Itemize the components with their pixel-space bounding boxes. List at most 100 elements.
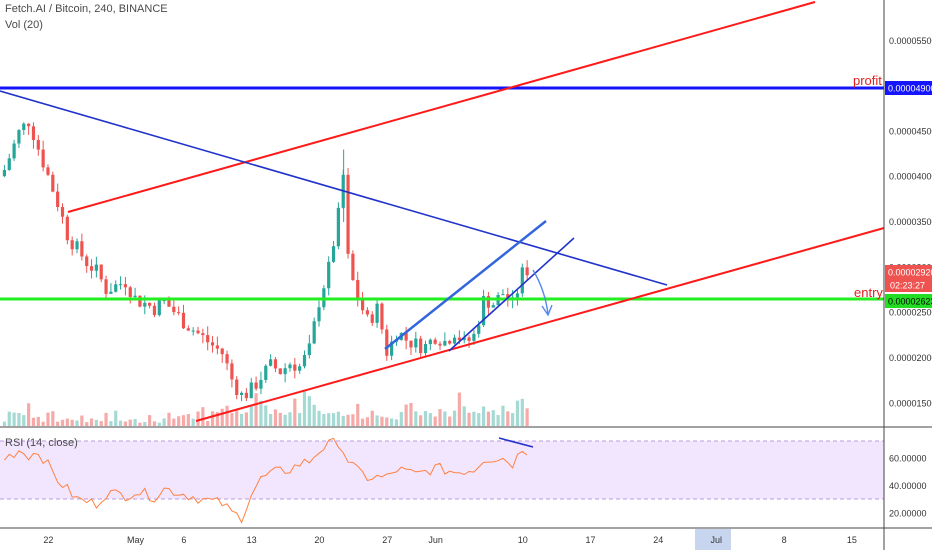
candle-body <box>293 364 297 371</box>
candle-body <box>346 174 350 254</box>
candle-body <box>264 365 268 380</box>
volume-bar <box>60 419 65 426</box>
candle-body <box>162 300 166 302</box>
lower-red-trendline[interactable] <box>195 227 885 422</box>
volume-bar <box>123 421 128 426</box>
volume-bar <box>65 418 69 426</box>
candle-body <box>390 341 394 356</box>
candle-body <box>17 129 21 144</box>
entry-price-badge <box>885 294 932 308</box>
volume-bar <box>181 415 186 426</box>
candle-body <box>491 305 495 308</box>
volume-bar <box>365 417 370 426</box>
volume-bar <box>259 400 263 426</box>
channel-lower-line[interactable] <box>448 237 575 352</box>
candle-body <box>385 329 389 356</box>
candle-body <box>477 325 481 334</box>
volume-bar <box>428 413 432 426</box>
volume-bar <box>225 405 229 426</box>
candle-body <box>351 253 355 281</box>
volume-bar <box>191 418 195 426</box>
candle-body <box>225 354 229 364</box>
volume-indicator-label[interactable]: Vol (20) <box>5 19 43 31</box>
volume-bar <box>46 412 50 426</box>
volume-bar <box>85 422 89 426</box>
candle-body <box>365 310 370 315</box>
candle-body <box>428 339 432 345</box>
volume-bar <box>341 415 345 426</box>
volume-bar <box>99 421 103 426</box>
chart-title[interactable]: Fetch.AI / Bitcoin, 240, BINANCE <box>5 3 168 15</box>
volume-bar <box>254 393 258 426</box>
candle-body <box>210 342 215 346</box>
volume-bar <box>36 416 40 426</box>
time-tick-label: 8 <box>782 535 787 545</box>
volume-bar <box>201 407 205 426</box>
volume-bar <box>104 412 108 426</box>
candle-body <box>75 241 79 250</box>
volume-bar <box>273 409 278 426</box>
candle-body <box>404 333 408 341</box>
time-axis[interactable]: 22 May 6 13 20 27 Jun 10 17 24 Jul 8 15 <box>43 535 856 545</box>
candle-body <box>525 267 529 276</box>
rsi-tick-label: 60.00000 <box>889 453 927 463</box>
volume-bar <box>467 412 471 426</box>
volume-bar <box>264 405 268 426</box>
candle-body <box>254 382 258 389</box>
volume-bar <box>385 417 389 426</box>
candle-body <box>191 330 195 332</box>
volume-bar <box>486 411 491 426</box>
candle-body <box>375 303 379 323</box>
volume-bar <box>215 412 219 426</box>
rsi-tick-label: 40.00000 <box>889 481 927 491</box>
rsi-indicator-label[interactable]: RSI (14, close) <box>5 437 78 449</box>
volume-bar <box>351 414 355 426</box>
candle-body <box>414 338 418 348</box>
volume-bar <box>394 419 399 426</box>
volume-bar <box>322 413 326 426</box>
volume-bar <box>443 411 447 426</box>
candle-body <box>118 284 123 286</box>
rsi-divergence-line[interactable] <box>498 437 534 448</box>
volume-bar <box>138 422 142 426</box>
candle-body <box>2 170 7 177</box>
descending-blue-trendline[interactable] <box>0 90 668 286</box>
volume-bar <box>7 411 11 426</box>
rsi-tick-label: 20.00000 <box>889 508 927 518</box>
volume-bar <box>51 411 55 426</box>
volume-bar <box>423 411 428 426</box>
time-tick-label: 6 <box>181 535 186 545</box>
candle-body <box>70 240 74 250</box>
candle-body <box>51 174 55 192</box>
volume-bar <box>128 419 132 426</box>
candle-body <box>215 345 219 349</box>
candle-body <box>481 296 486 326</box>
volume-bar <box>172 418 176 426</box>
projection-arrow[interactable] <box>532 269 549 315</box>
current-price-badge <box>885 265 932 292</box>
volume-bar <box>31 417 36 426</box>
candle-body <box>409 340 413 348</box>
candle-body <box>317 307 321 322</box>
candle-body <box>457 337 461 341</box>
time-tick-label: 10 <box>518 535 528 545</box>
candle-body <box>273 359 278 369</box>
channel-upper-line[interactable] <box>384 220 547 350</box>
candle-body <box>22 123 26 130</box>
price-tick-label: 0.00002500 <box>889 308 932 318</box>
volume-bar <box>390 418 394 426</box>
candle-body <box>12 143 16 159</box>
volume-bar <box>331 413 336 426</box>
volume-bar <box>27 403 31 426</box>
price-tick-label: 0.00004000 <box>889 172 932 182</box>
candle-body <box>138 295 142 307</box>
candle-body <box>157 300 161 316</box>
upper-red-trendline[interactable] <box>67 1 816 213</box>
candle-body <box>298 366 302 371</box>
candle-body <box>356 280 360 300</box>
rsi-axis[interactable]: 60.00000 40.00000 20.00000 <box>889 453 927 518</box>
volume-bar <box>114 410 118 426</box>
candle-body <box>56 191 60 208</box>
volume-bar <box>109 421 113 426</box>
